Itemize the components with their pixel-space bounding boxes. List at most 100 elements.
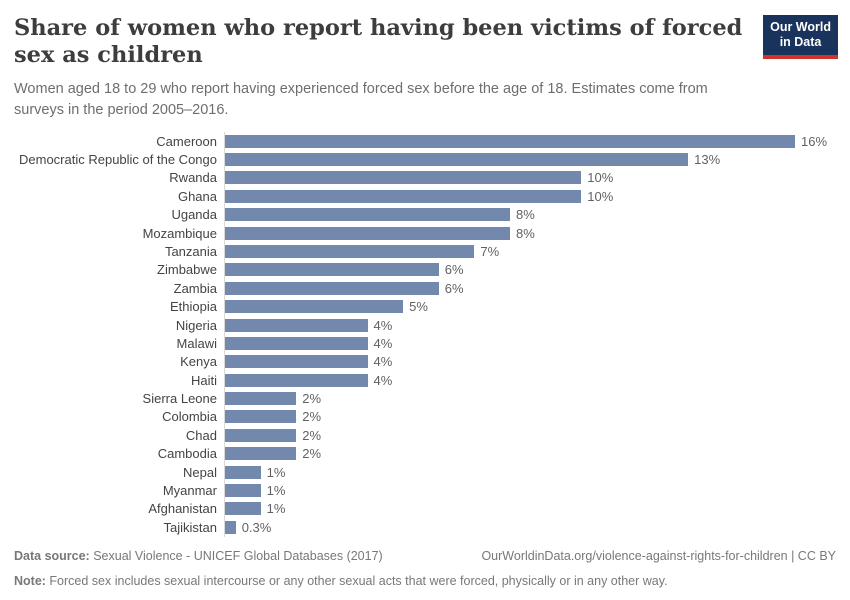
chart-row: Cameroon 16% <box>14 131 836 151</box>
chart-row: Mozambique 8% <box>14 223 836 243</box>
country-label: Cambodia <box>157 446 217 462</box>
value-label: 10% <box>587 188 614 204</box>
value-label: 7% <box>480 243 500 259</box>
bar-track: 2% <box>224 444 836 463</box>
owid-url-link[interactable]: OurWorldinData.org/violence-against-righ… <box>481 549 836 563</box>
country-label: Nepal <box>183 464 217 480</box>
value-label: 4% <box>373 372 393 388</box>
country-label: Rwanda <box>169 170 217 186</box>
bar[interactable] <box>225 373 368 387</box>
bar-track: 13% <box>224 150 836 169</box>
chart-title: Share of women who report having been vi… <box>14 15 743 69</box>
bar[interactable] <box>225 152 689 166</box>
country-label: Colombia <box>162 409 217 425</box>
country-label: Tanzania <box>164 243 217 259</box>
country-label: Ghana <box>177 188 217 204</box>
value-label: 16% <box>801 133 828 149</box>
header: Share of women who report having been vi… <box>0 0 850 121</box>
value-label: 4% <box>373 335 393 351</box>
bar[interactable] <box>225 520 236 534</box>
country-label: Myanmar <box>162 483 217 499</box>
bar[interactable] <box>225 392 297 406</box>
bar-track: 10% <box>224 168 836 188</box>
bar[interactable] <box>225 447 297 461</box>
value-label: 2% <box>302 409 322 425</box>
chart-row: Ghana 10% <box>14 187 836 206</box>
chart-row: Malawi 4% <box>14 334 836 353</box>
country-label: Zimbabwe <box>157 262 217 278</box>
chart-row: Sierra Leone 2% <box>14 389 836 408</box>
chart-row: Kenya 4% <box>14 352 836 371</box>
value-label: 2% <box>302 446 322 462</box>
chart-row: Ethiopia 5% <box>14 297 836 316</box>
value-label: 5% <box>409 299 428 315</box>
bar-track: 10% <box>224 187 836 206</box>
chart-row: Cambodia 2% <box>14 444 836 463</box>
bar[interactable] <box>225 336 368 350</box>
bar-track: 4% <box>224 315 836 335</box>
bar[interactable] <box>225 208 510 222</box>
owid-logo-line2: in Data <box>779 35 822 50</box>
bar[interactable] <box>225 226 510 240</box>
country-label: Chad <box>185 427 217 443</box>
chart-row: Colombia 2% <box>14 407 836 427</box>
value-label: 1% <box>266 464 286 480</box>
bar-track: 4% <box>224 370 836 390</box>
chart-row: Zimbabwe 6% <box>14 260 836 280</box>
country-label: Ethiopia <box>170 299 217 315</box>
bar[interactable] <box>225 171 582 185</box>
title-block: Share of women who report having been vi… <box>14 15 749 121</box>
country-label: Tajikistan <box>163 519 217 535</box>
chart-row: Afghanistan 1% <box>14 499 836 519</box>
data-source-label: Data source: <box>14 549 90 563</box>
bar[interactable] <box>225 318 368 332</box>
bar[interactable] <box>225 428 297 442</box>
value-label: 10% <box>587 170 614 186</box>
bar-track: 6% <box>224 260 836 280</box>
value-label: 6% <box>444 280 464 296</box>
bar-track: 16% <box>224 131 836 151</box>
bar[interactable] <box>225 244 475 258</box>
country-label: Cameroon <box>156 133 217 149</box>
value-label: 1% <box>266 501 286 517</box>
bar[interactable] <box>225 410 297 424</box>
bar[interactable] <box>225 300 404 314</box>
country-label: Mozambique <box>142 225 217 241</box>
country-label: Kenya <box>180 354 217 370</box>
bar[interactable] <box>225 484 261 498</box>
chart-row: Zambia 6% <box>14 279 836 298</box>
value-label: 2% <box>302 391 322 407</box>
bar[interactable] <box>225 189 582 203</box>
bar[interactable] <box>225 263 439 277</box>
bar[interactable] <box>225 502 261 516</box>
footer: Data source: Sexual Violence - UNICEF Gl… <box>0 548 850 590</box>
country-label: Haiti <box>190 372 217 388</box>
value-label: 6% <box>444 262 464 278</box>
country-label: Zambia <box>173 280 217 296</box>
owid-logo[interactable]: Our World in Data <box>763 15 838 59</box>
chart-row: Tanzania 7% <box>14 242 836 261</box>
chart-row: Tajikistan 0.3% <box>14 518 836 537</box>
bar-track: 1% <box>224 499 836 519</box>
bar-track: 0.3% <box>224 518 836 537</box>
value-label: 1% <box>266 483 286 499</box>
note-label: Note: <box>14 573 46 588</box>
value-label: 4% <box>373 317 393 333</box>
bar-track: 6% <box>224 279 836 298</box>
bar-track: 7% <box>224 242 836 261</box>
bar[interactable] <box>225 134 795 148</box>
bar-track: 2% <box>224 426 836 445</box>
bar[interactable] <box>225 355 368 369</box>
note-text: Forced sex includes sexual intercourse o… <box>45 573 668 588</box>
bar[interactable] <box>225 465 261 479</box>
bar-track: 5% <box>224 297 836 316</box>
value-label: 4% <box>373 354 393 370</box>
chart-row: Myanmar 1% <box>14 481 836 500</box>
bar-track: 1% <box>224 462 836 482</box>
footer-note-line: Note: Forced sex includes sexual interco… <box>14 573 836 591</box>
country-label: Sierra Leone <box>142 391 217 407</box>
country-label: Democratic Republic of the Congo <box>19 151 217 167</box>
chart-row: Haiti 4% <box>14 370 836 390</box>
bar[interactable] <box>225 281 439 295</box>
country-label: Uganda <box>171 207 217 223</box>
